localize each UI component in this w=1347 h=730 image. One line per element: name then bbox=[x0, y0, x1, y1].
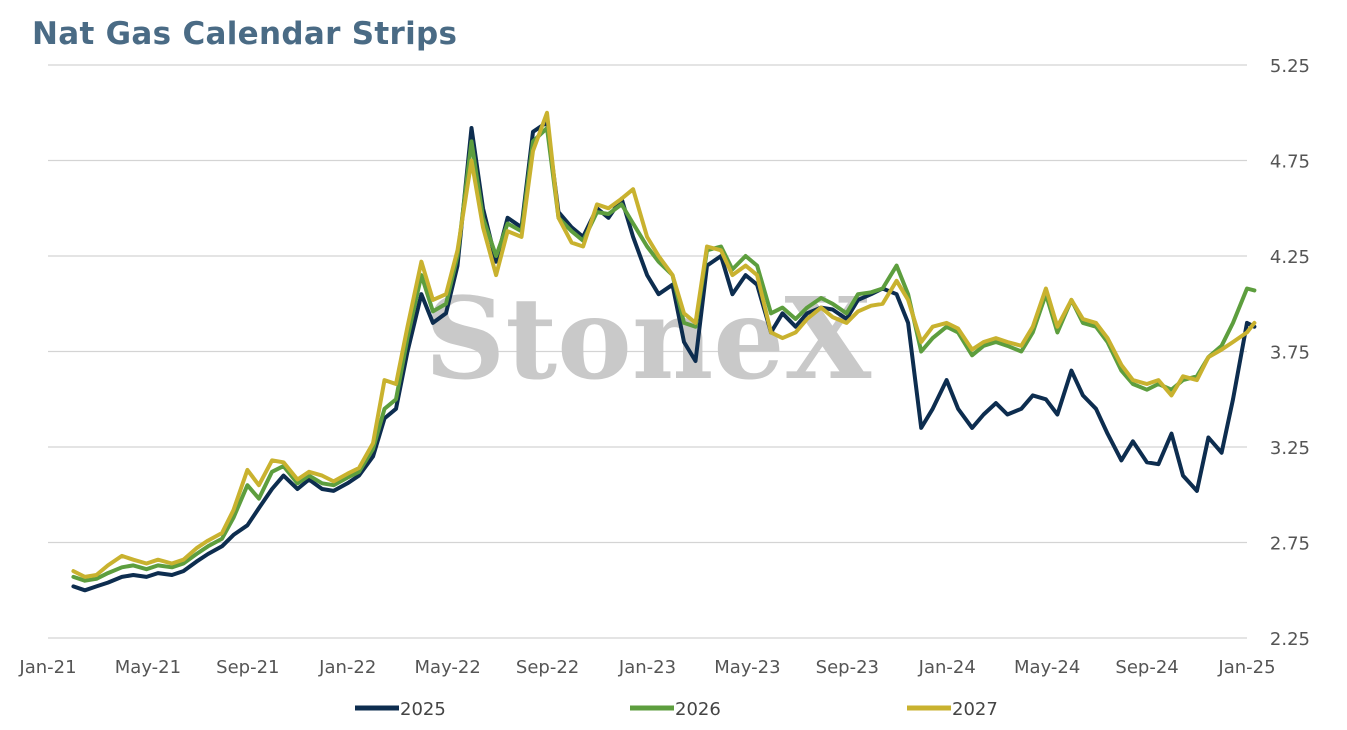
y-tick-label: 4.75 bbox=[1270, 152, 1310, 173]
x-tick-label: May-21 bbox=[115, 657, 181, 678]
series-line-2027 bbox=[71, 110, 1257, 579]
legend-label-2027: 2027 bbox=[952, 699, 998, 720]
y-tick-label: 3.25 bbox=[1270, 438, 1310, 459]
x-tick-label: Sep-24 bbox=[1115, 657, 1178, 678]
x-tick-label: Sep-22 bbox=[516, 657, 579, 678]
x-tick-label: Jan-21 bbox=[18, 657, 76, 678]
x-tick-label: Jan-23 bbox=[618, 657, 676, 678]
y-tick-label: 5.25 bbox=[1270, 56, 1310, 77]
legend-label-2025: 2025 bbox=[400, 699, 446, 720]
x-tick-label: Jan-25 bbox=[1217, 657, 1275, 678]
y-axis-ticks: 2.25 2.75 3.25 3.75 4.25 4.75 5.25 bbox=[1270, 56, 1310, 650]
y-tick-label: 4.25 bbox=[1270, 247, 1310, 268]
y-tick-label: 2.25 bbox=[1270, 629, 1310, 650]
chart-title: Nat Gas Calendar Strips bbox=[32, 16, 458, 52]
legend-label-2026: 2026 bbox=[675, 699, 721, 720]
x-tick-label: Jan-24 bbox=[918, 657, 976, 678]
x-tick-label: May-24 bbox=[1014, 657, 1080, 678]
y-tick-label: 2.75 bbox=[1270, 534, 1310, 555]
series-line-2025 bbox=[71, 120, 1257, 593]
x-tick-label: Jan-22 bbox=[318, 657, 376, 678]
legend: 2025 2026 2027 bbox=[355, 699, 998, 720]
gridlines bbox=[48, 64, 1247, 639]
x-axis-ticks: Jan-21 May-21 Sep-21 Jan-22 May-22 Sep-22 Jan-… bbox=[18, 657, 1275, 678]
x-tick-label: Sep-23 bbox=[816, 657, 879, 678]
series-lines bbox=[71, 110, 1257, 593]
stonex-watermark: StoneX bbox=[425, 274, 872, 405]
x-tick-label: May-22 bbox=[415, 657, 481, 678]
x-tick-label: Sep-21 bbox=[216, 657, 279, 678]
y-tick-label: 3.75 bbox=[1270, 343, 1310, 364]
x-tick-label: May-23 bbox=[714, 657, 780, 678]
